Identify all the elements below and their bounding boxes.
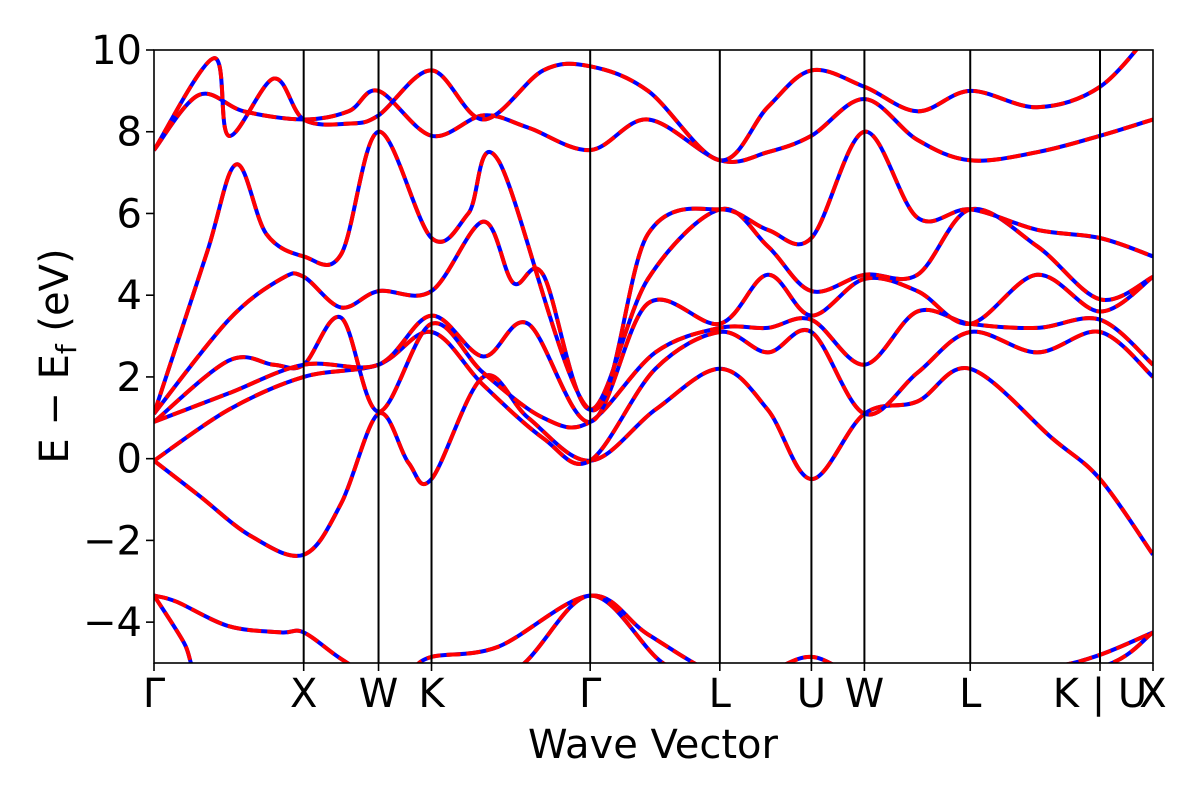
y-tick-label-2: 6 <box>117 191 142 237</box>
plot-frame <box>153 49 1154 664</box>
y-tick-label-3: 4 <box>117 273 142 319</box>
x-tick-label-3: K <box>418 671 446 717</box>
y-tick-label-4: 2 <box>117 355 142 401</box>
x-tick-label-1: X <box>290 671 317 717</box>
x-tick-label-4: Γ <box>579 671 602 717</box>
y-tick-label-5: 0 <box>117 437 142 483</box>
y-axis-label-main: E − E <box>32 354 78 464</box>
y-axis-label: E − Ef (eV) <box>32 248 83 463</box>
band-line-red-4 <box>154 307 1153 430</box>
x-tick-label-8: L <box>959 671 982 717</box>
x-tick-label-2: W <box>359 671 399 717</box>
y-axis-ticks: 10 8 6 4 2 0 −2 −4 <box>83 28 154 646</box>
x-tick-label-10: X <box>1139 671 1166 717</box>
x-tick-label-9: K | U <box>1053 671 1147 717</box>
x-axis-label: Wave Vector <box>528 722 779 768</box>
band-line-red-0 <box>154 593 1153 663</box>
band-line-red-7 <box>154 129 1153 415</box>
y-tick-label-0: 10 <box>91 28 142 74</box>
y-axis-label-subscript: f <box>50 343 83 354</box>
band-line-red-5 <box>154 272 1153 424</box>
y-tick-label-6: −2 <box>83 518 142 564</box>
x-tick-label-7: W <box>845 671 885 717</box>
band-line-red-6 <box>154 206 1153 415</box>
y-tick-label-7: −4 <box>83 600 142 646</box>
band-line-red-9 <box>154 50 1139 163</box>
high-symmetry-lines <box>302 50 1102 663</box>
band-line-red-1 <box>154 593 1153 663</box>
x-tick-label-6: U <box>797 671 826 717</box>
y-tick-label-1: 8 <box>117 110 142 156</box>
band-line-red-8 <box>154 88 1153 164</box>
y-axis-label-unit: (eV) <box>32 248 78 344</box>
x-tick-label-5: L <box>709 671 732 717</box>
x-tick-label-0: Γ <box>143 671 166 717</box>
